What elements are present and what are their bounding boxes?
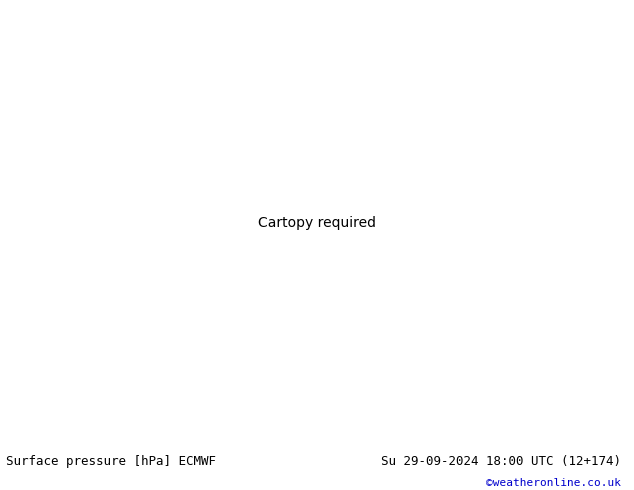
- Text: Cartopy required: Cartopy required: [258, 216, 376, 230]
- Text: Su 29-09-2024 18:00 UTC (12+174): Su 29-09-2024 18:00 UTC (12+174): [381, 455, 621, 468]
- Text: ©weatheronline.co.uk: ©weatheronline.co.uk: [486, 478, 621, 489]
- Text: Surface pressure [hPa] ECMWF: Surface pressure [hPa] ECMWF: [6, 455, 216, 468]
